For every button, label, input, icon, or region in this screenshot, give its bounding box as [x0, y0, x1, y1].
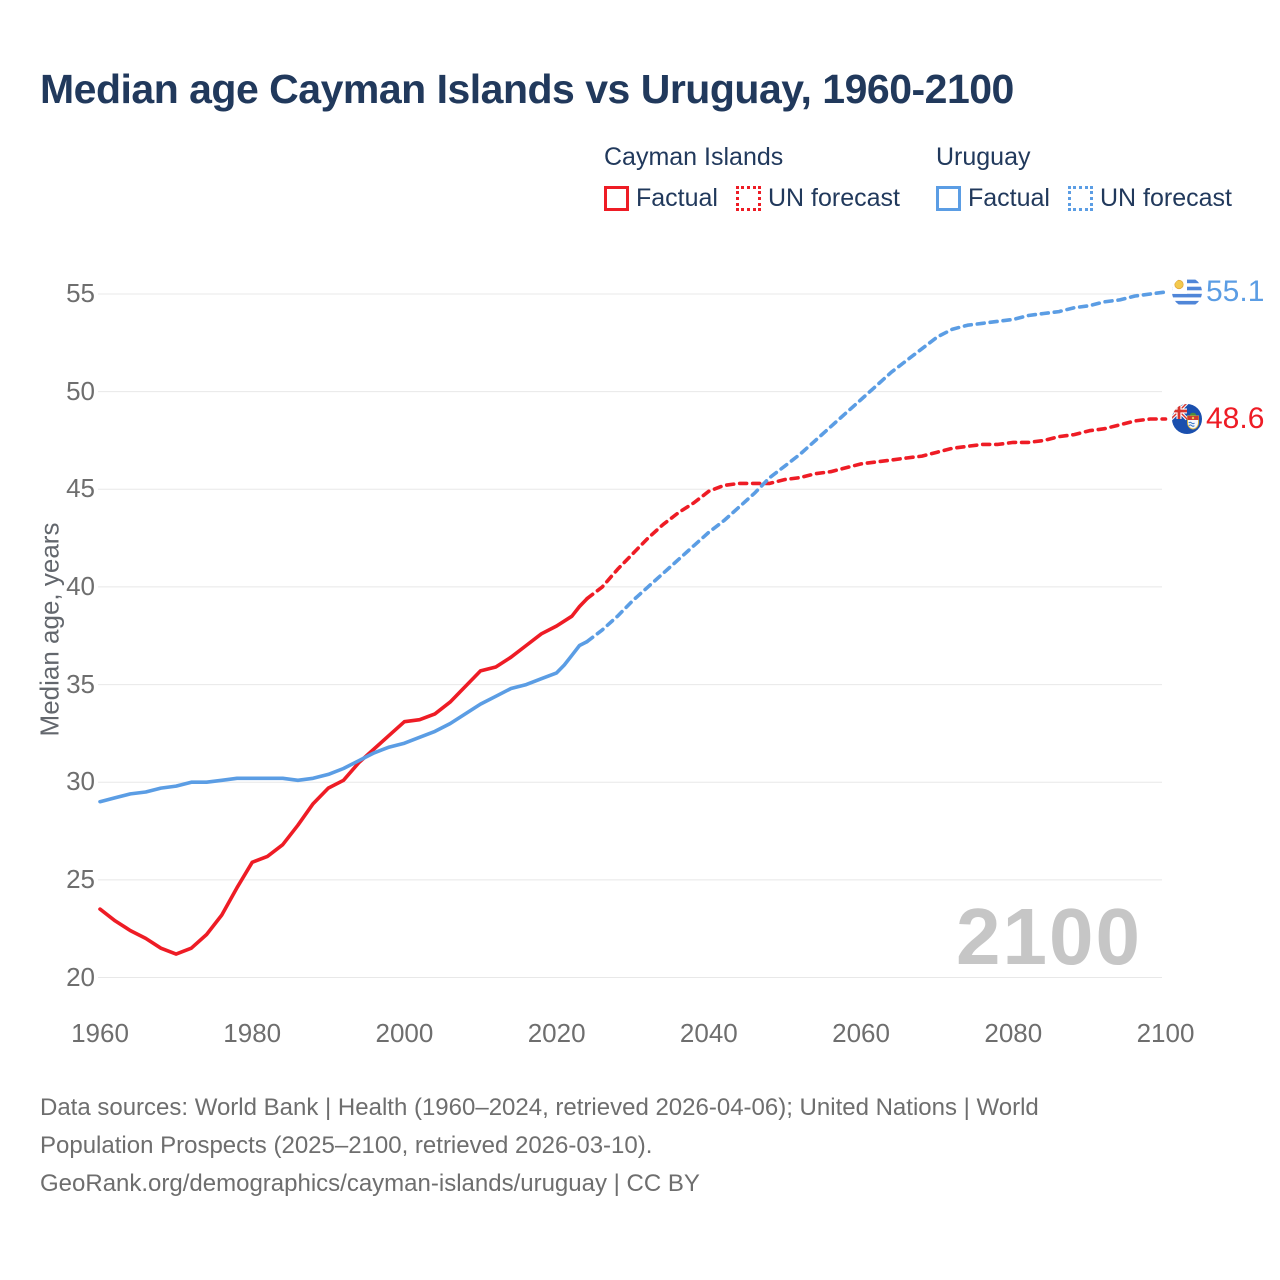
legend-group-uruguay: Uruguay Factual UN forecast [936, 143, 1232, 213]
uruguay-forecast-swatch-icon [1067, 186, 1093, 211]
cayman-forecast-line [585, 417, 1168, 601]
x-tick-label: 2060 [832, 1018, 890, 1048]
cayman-end-value-label: 48.6 [1206, 401, 1265, 435]
legend-row: Factual UN forecast [604, 184, 900, 213]
uruguay-end-value-label: 55.1 [1206, 275, 1265, 309]
legend-row: Factual UN forecast [936, 184, 1232, 213]
y-tick-label: 55 [66, 278, 95, 308]
chart-title: Median age Cayman Islands vs Uruguay, 19… [40, 66, 1014, 112]
y-tick-label: 20 [66, 961, 95, 992]
footer-attribution: Data sources: World Bank | Health (1960–… [40, 1089, 1039, 1203]
x-tick-label: 2100 [1136, 1018, 1195, 1048]
gridlines [98, 293, 1162, 978]
y-tick-label: 40 [66, 570, 95, 601]
year-watermark: 2100 [956, 892, 1142, 981]
y-tick-label: 25 [66, 863, 95, 894]
legend-factual-label: Factual [968, 184, 1050, 212]
cayman-islands-flag-icon [1172, 404, 1202, 434]
footer-line-2: Population Prospects (2025–2100, retriev… [40, 1132, 653, 1159]
cayman-factual-swatch-icon [604, 186, 629, 211]
x-tick-label: 1980 [223, 1018, 282, 1048]
uruguay-forecast-line [585, 290, 1168, 644]
cayman-factual-line [98, 596, 589, 956]
footer-line-1: Data sources: World Bank | Health (1960–… [40, 1094, 1039, 1121]
x-tick-label: 2080 [984, 1018, 1043, 1048]
uruguay-factual-swatch-icon [936, 186, 961, 211]
legend-group-cayman-islands: Cayman Islands Factual UN forecast [604, 143, 900, 213]
cayman-forecast-swatch-icon [735, 186, 761, 211]
y-tick-label: 30 [66, 766, 95, 797]
legend-forecast-label: UN forecast [767, 184, 900, 212]
legend-factual-label: Factual [636, 184, 718, 212]
y-tick-label: 35 [66, 668, 95, 699]
x-tick-label: 2020 [527, 1018, 586, 1048]
y-tick-label: 45 [66, 473, 95, 504]
footer-line-3: GeoRank.org/demographics/cayman-islands/… [40, 1170, 700, 1197]
x-tick-label: 2040 [679, 1018, 738, 1048]
x-tick-label: 1960 [71, 1018, 129, 1048]
legend-country-label: Cayman Islands [604, 143, 784, 171]
y-tick-label: 50 [66, 375, 95, 406]
x-tick-label: 2000 [375, 1018, 434, 1048]
legend-country-label: Uruguay [936, 143, 1031, 171]
uruguay-flag-icon [1172, 277, 1202, 307]
legend-forecast-label: UN forecast [1099, 184, 1232, 212]
uruguay-factual-line [98, 639, 589, 804]
